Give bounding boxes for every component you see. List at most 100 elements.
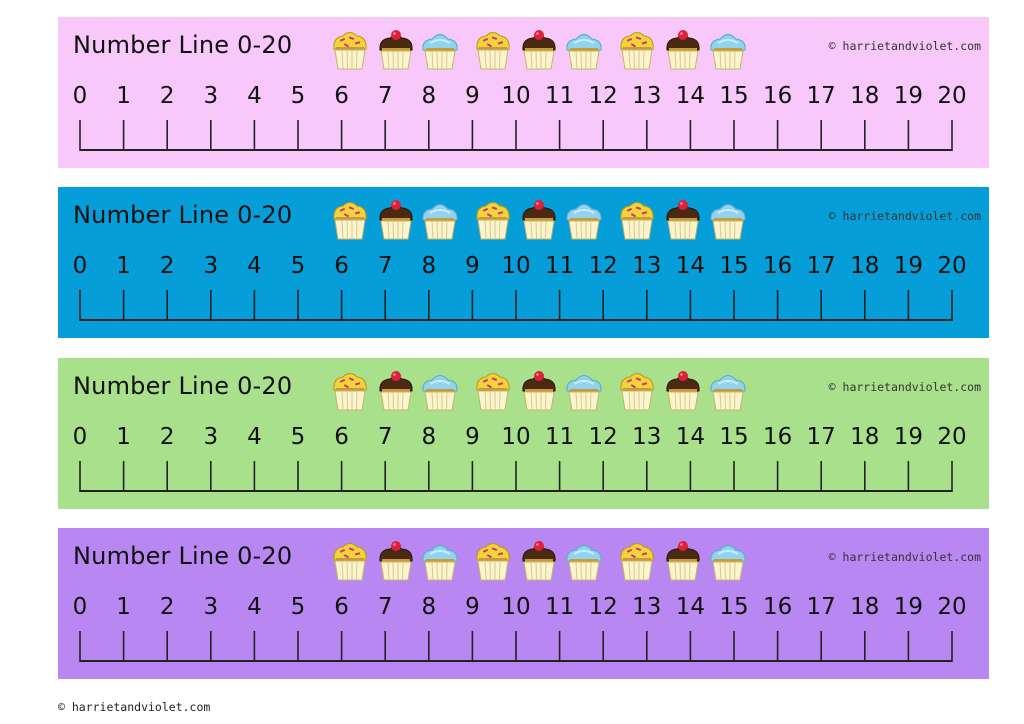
blue-cupcake-icon — [562, 197, 606, 241]
blue-cupcake-icon — [418, 27, 462, 71]
number-label: 0 — [72, 83, 88, 109]
strip-credit: © harrietandviolet.com — [828, 39, 981, 53]
number-label: 8 — [421, 424, 437, 450]
number-label: 19 — [893, 83, 924, 109]
number-label: 8 — [421, 253, 437, 279]
number-label: 1 — [116, 424, 131, 450]
number-label: 12 — [588, 83, 618, 109]
number-label: 4 — [247, 594, 262, 620]
number-label: 2 — [159, 594, 175, 620]
cherry-cupcake-icon — [374, 27, 418, 71]
number-label: 18 — [850, 594, 880, 620]
number-label: 2 — [159, 253, 175, 279]
number-label: 18 — [850, 424, 880, 450]
number-label: 14 — [675, 253, 706, 279]
number-line-strip: Number Line 0-20 © harrietandviolet.com — [58, 187, 989, 338]
number-label: 20 — [937, 594, 967, 620]
number-label: 4 — [247, 253, 262, 279]
number-label: 10 — [501, 83, 531, 109]
number-label: 4 — [247, 83, 262, 109]
blue-cupcake-icon — [562, 27, 606, 71]
number-label: 19 — [893, 594, 924, 620]
number-line-strip: Number Line 0-20 © harrietandviolet.com — [58, 358, 989, 509]
number-label: 5 — [290, 253, 306, 279]
number-label: 15 — [719, 253, 749, 279]
number-label: 7 — [377, 83, 393, 109]
cherry-cupcake-icon — [517, 197, 561, 241]
number-label: 11 — [544, 594, 575, 620]
number-label: 18 — [850, 253, 880, 279]
strip-title: Number Line 0-20 — [73, 372, 293, 400]
yellow-cupcake-icon — [615, 197, 659, 241]
number-label: 16 — [762, 253, 793, 279]
blue-cupcake-icon — [706, 538, 750, 582]
number-label: 13 — [632, 424, 662, 450]
number-label: 15 — [719, 83, 749, 109]
number-label: 9 — [465, 594, 480, 620]
number-label: 8 — [421, 594, 437, 620]
cupcake-row — [328, 197, 768, 242]
cherry-cupcake-icon — [661, 538, 705, 582]
blue-cupcake-icon — [418, 197, 462, 241]
number-line-strip: Number Line 0-20 © harrietandviolet.com — [58, 528, 989, 679]
number-label: 18 — [850, 83, 880, 109]
number-label: 15 — [719, 424, 749, 450]
number-label: 14 — [675, 424, 706, 450]
number-label: 7 — [377, 253, 393, 279]
number-label: 9 — [465, 83, 480, 109]
number-label: 5 — [290, 594, 306, 620]
number-label: 11 — [544, 424, 575, 450]
number-label: 7 — [377, 424, 393, 450]
number-label: 12 — [588, 253, 618, 279]
cupcake-row — [328, 368, 768, 413]
number-label: 3 — [203, 594, 219, 620]
number-label: 19 — [893, 424, 924, 450]
number-label: 15 — [719, 594, 749, 620]
number-label: 17 — [806, 253, 836, 279]
number-label: 0 — [72, 253, 88, 279]
number-label: 20 — [937, 253, 967, 279]
cherry-cupcake-icon — [661, 27, 705, 71]
number-label: 3 — [203, 424, 219, 450]
number-label: 6 — [334, 83, 349, 109]
blue-cupcake-icon — [706, 27, 750, 71]
cherry-cupcake-icon — [517, 538, 561, 582]
cherry-cupcake-icon — [517, 368, 561, 412]
number-label: 12 — [588, 594, 618, 620]
number-label: 17 — [806, 83, 836, 109]
yellow-cupcake-icon — [471, 197, 515, 241]
yellow-cupcake-icon — [328, 368, 372, 412]
number-label: 0 — [72, 594, 88, 620]
yellow-cupcake-icon — [615, 368, 659, 412]
yellow-cupcake-icon — [471, 27, 515, 71]
cherry-cupcake-icon — [374, 197, 418, 241]
number-label: 20 — [937, 83, 967, 109]
number-label: 3 — [203, 83, 219, 109]
number-label: 16 — [762, 424, 793, 450]
number-label: 11 — [544, 83, 575, 109]
strip-credit: © harrietandviolet.com — [828, 209, 981, 223]
cupcake-row — [328, 538, 768, 583]
footer-credit: © harrietandviolet.com — [58, 700, 211, 714]
number-label: 14 — [675, 83, 706, 109]
number-label: 16 — [762, 594, 793, 620]
yellow-cupcake-icon — [615, 538, 659, 582]
number-label: 20 — [937, 424, 967, 450]
number-label: 2 — [159, 424, 175, 450]
yellow-cupcake-icon — [328, 538, 372, 582]
cherry-cupcake-icon — [374, 368, 418, 412]
blue-cupcake-icon — [706, 197, 750, 241]
number-label: 16 — [762, 83, 793, 109]
number-label: 6 — [334, 594, 349, 620]
strip-credit: © harrietandviolet.com — [828, 550, 981, 564]
number-label: 9 — [465, 424, 480, 450]
number-label: 10 — [501, 424, 531, 450]
blue-cupcake-icon — [706, 368, 750, 412]
cherry-cupcake-icon — [661, 368, 705, 412]
yellow-cupcake-icon — [471, 538, 515, 582]
yellow-cupcake-icon — [328, 27, 372, 71]
number-label: 11 — [544, 253, 575, 279]
number-label: 13 — [632, 83, 662, 109]
number-label: 9 — [465, 253, 480, 279]
number-label: 13 — [632, 253, 662, 279]
